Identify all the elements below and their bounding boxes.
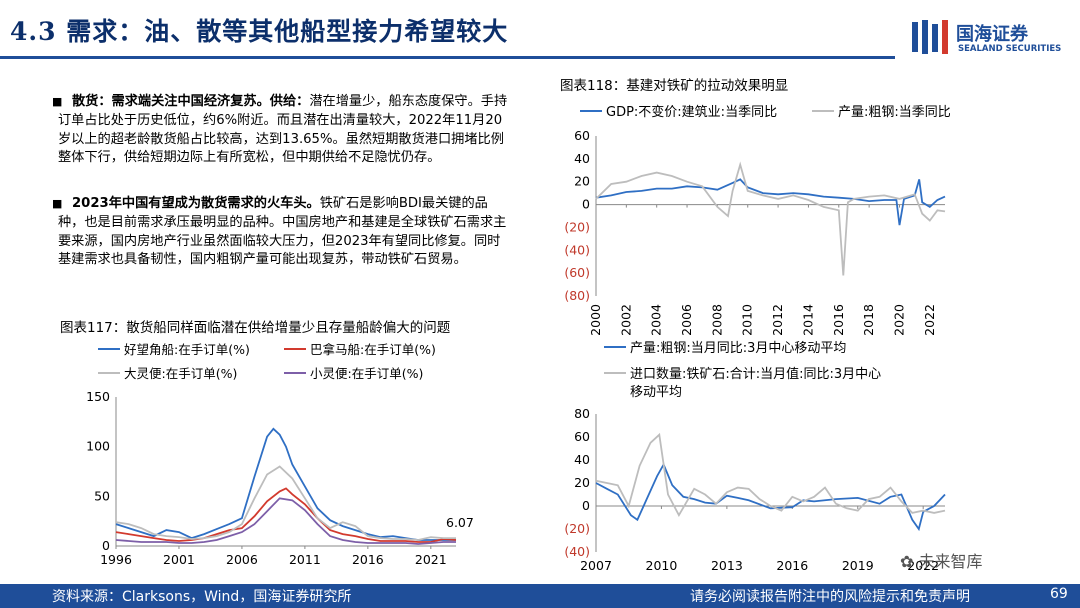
logo-text: 国海证券 [956, 24, 1028, 45]
y-tick-label: (20) [564, 219, 590, 234]
logo-subtitle: SEALAND SECURITIES [958, 44, 1062, 54]
legend-label: 小灵便:在手订单(%) [310, 366, 423, 381]
x-tick-label: 2012 [770, 304, 785, 336]
x-tick-label: 2004 [649, 304, 664, 336]
y-tick-label: 50 [94, 488, 110, 503]
x-tick-label: 2021 [415, 552, 447, 567]
y-tick-label: 100 [86, 439, 110, 454]
y-tick-label: 60 [574, 128, 590, 143]
watermark: ✿ 未来智库 [900, 552, 983, 571]
bullet-china-demand: ■ 2023年中国有望成为散货需求的火车头。铁矿石是影响BDI最关键的品种，也是… [52, 195, 513, 270]
legend-label: GDP:不变价:建筑业:当季同比 [606, 104, 777, 120]
bullet-dot-icon: ■ [52, 95, 63, 108]
legend-label: 巴拿马船:在手订单(%) [310, 342, 436, 357]
y-tick-label: 80 [574, 406, 590, 421]
legend-label: 好望角船:在手订单(%) [124, 342, 250, 357]
data-annotation: 6.07 [446, 515, 474, 530]
x-tick-label: 2011 [289, 552, 321, 567]
x-tick-label: 2022 [907, 558, 939, 573]
series-line-2 [595, 432, 946, 518]
y-tick-label: (80) [564, 288, 590, 303]
bullet-1-lead: 散货：需求端关注中国经济复苏。供给： [72, 94, 310, 109]
series-line-1 [115, 427, 456, 541]
chart-117-title: 图表117：散货船同样面临潜在供给增量少且存量船龄偏大的问题 [60, 320, 451, 336]
title-rule [0, 56, 895, 59]
footer-source: 资料来源：Clarksons，Wind，国海证券研究所 [52, 589, 352, 605]
y-tick-label: 40 [574, 151, 590, 166]
y-tick-label: (60) [564, 265, 590, 280]
x-tick-label: 2007 [580, 558, 612, 573]
y-tick-label: (40) [564, 544, 590, 559]
x-tick-label: 2000 [588, 304, 603, 336]
x-tick-label: 2018 [861, 304, 876, 336]
legend-label: 产量:粗钢:当季同比 [838, 105, 951, 120]
footer-disclaimer: 请务必阅读报告附注中的风险提示和免责声明 [690, 589, 970, 605]
y-tick-label: 0 [102, 538, 110, 553]
y-tick-label: 0 [582, 197, 590, 212]
page-title: 4.3 需求：油、散等其他船型接力希望较大 [10, 17, 509, 46]
series-line-3 [115, 465, 456, 541]
x-tick-label: 2013 [711, 558, 743, 573]
bullet-2-lead: 2023年中国有望成为散货需求的火车头。 [72, 196, 320, 211]
y-tick-label: 60 [574, 429, 590, 444]
x-tick-label: 2016 [352, 552, 384, 567]
x-tick-label: 2006 [226, 552, 258, 567]
sealand-logo-icon [912, 20, 948, 54]
bullet-dot-icon: ■ [52, 197, 63, 210]
series-line-4 [115, 497, 456, 545]
y-tick-label: (40) [564, 242, 590, 257]
x-tick-label: 2008 [709, 304, 724, 336]
construction-steel-chart: 60 40 20 0 (20) (40) (60) (80)2000 2002 2004 2006 2… [564, 104, 951, 336]
page-number: 69 [1050, 586, 1068, 602]
steel-ironore-chart: 80 60 40 20 0 (20) (40)2007 2010 2013 2016 2019 202… [564, 341, 946, 573]
chart-118-title: 图表118：基建对铁矿的拉动效果明显 [560, 78, 789, 94]
x-tick-label: 2022 [922, 304, 937, 336]
x-tick-label: 2006 [679, 304, 694, 336]
y-tick-label: 150 [86, 389, 110, 404]
x-tick-label: 1996 [100, 552, 132, 567]
legend-label: 产量:粗钢:当月同比:3月中心移动平均 [630, 341, 846, 356]
legend-label: 大灵便:在手订单(%) [124, 366, 237, 381]
y-tick-label: 0 [582, 498, 590, 513]
legend-label: 移动平均 [630, 385, 682, 400]
orderbook-chart: 0 50 100 150 1996 2001 2006 2011 2016 2021 好望角船:在手… [86, 342, 474, 567]
x-tick-label: 2016 [776, 558, 808, 573]
footer-bar [0, 584, 1080, 608]
bullet-bulk-demand: ■ 散货：需求端关注中国经济复苏。供给：潜在增量少，船东态度保守。手持订单占比处… [52, 93, 513, 168]
y-tick-label: (20) [564, 521, 590, 536]
bullet-1-body: 潜在增量少，船东态度保守。手持订单占比处于历史低位，约6%附近。而且潜在出清量较… [58, 94, 508, 166]
series-line-2 [595, 161, 946, 276]
y-tick-label: 20 [574, 174, 590, 189]
series-line-2 [115, 487, 457, 543]
x-tick-label: 2020 [891, 304, 906, 336]
x-tick-label: 2002 [618, 304, 633, 336]
y-tick-label: 20 [574, 475, 590, 490]
bullet-2-body: 铁矿石是影响BDI最关键的品种，也是目前需求承压最明显的品种。中国房地产和基建是… [58, 196, 507, 268]
series-line-1 [595, 178, 946, 226]
x-tick-label: 2010 [646, 558, 678, 573]
x-tick-label: 2019 [842, 558, 874, 573]
series-line-1 [595, 462, 946, 532]
x-tick-label: 2014 [800, 304, 815, 336]
x-tick-label: 2001 [163, 552, 195, 567]
legend-label: 进口数量:铁矿石:合计:当月值:同比:3月中心 [630, 366, 881, 382]
y-tick-label: 40 [574, 452, 590, 467]
x-tick-label: 2010 [740, 304, 755, 336]
x-tick-label: 2016 [831, 304, 846, 336]
